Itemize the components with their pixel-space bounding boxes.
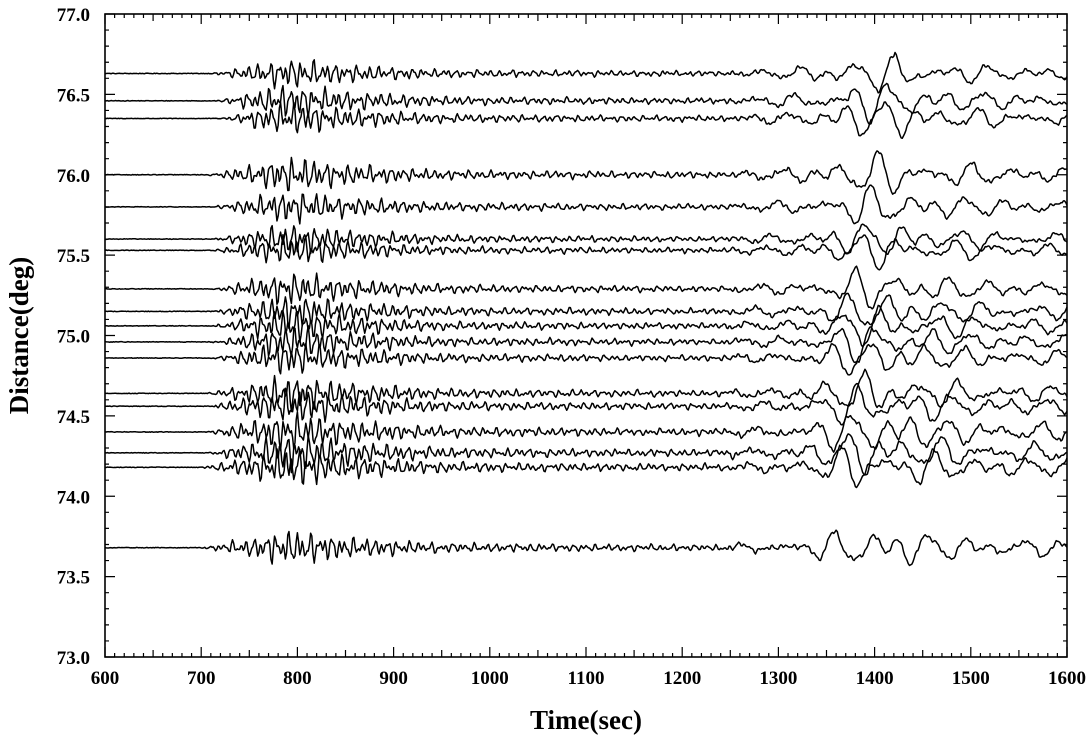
tick-marks xyxy=(104,13,1068,658)
y-tick-label: 75.0 xyxy=(57,327,90,348)
plot-frame xyxy=(104,13,1068,658)
seismogram-trace xyxy=(104,368,1068,413)
y-tick-label: 76.0 xyxy=(57,166,90,187)
trace-group xyxy=(104,51,1068,567)
seismogram-trace xyxy=(104,234,1068,271)
seismogram-trace xyxy=(104,292,1068,330)
seismogram-trace xyxy=(104,304,1068,348)
seismogram-trace xyxy=(104,150,1068,195)
x-tick-label: 1200 xyxy=(663,668,701,689)
y-tick-label: 74.5 xyxy=(57,407,90,428)
x-axis-title: Time(sec) xyxy=(530,705,642,735)
seismogram-trace xyxy=(104,101,1068,140)
y-axis-title: Distance(deg) xyxy=(4,257,34,414)
seismogram-trace xyxy=(104,265,1068,310)
seismogram-trace xyxy=(104,444,1068,489)
axis-ticks xyxy=(104,13,1068,658)
seismogram-trace xyxy=(104,410,1068,453)
x-tick-label: 1300 xyxy=(759,668,797,689)
y-tick-label: 75.5 xyxy=(57,246,90,267)
x-tick-label: 700 xyxy=(187,668,216,689)
y-tick-label: 77.0 xyxy=(57,5,90,26)
seismogram-trace xyxy=(104,324,1068,364)
x-tick-label: 1400 xyxy=(856,668,894,689)
seismogram-trace xyxy=(104,433,1068,476)
seismogram-trace xyxy=(104,382,1068,426)
y-tick-label: 76.5 xyxy=(57,85,90,106)
seismogram-trace xyxy=(104,82,1068,125)
seismogram-trace xyxy=(104,184,1068,225)
x-tick-label: 800 xyxy=(283,668,312,689)
y-tick-label: 73.0 xyxy=(57,648,90,669)
x-tick-label: 900 xyxy=(379,668,408,689)
x-tick-label: 600 xyxy=(91,668,120,689)
y-tick-labels: 73.0 73.5 74.0 74.5 75.0 75.5 76.0 76.5 77.0 xyxy=(57,5,90,669)
seismogram-trace xyxy=(104,342,1068,376)
seismogram-trace xyxy=(104,223,1068,256)
seismogram-trace xyxy=(104,529,1068,567)
x-tick-labels: 600 700 800 900 1000 1100 1200 1300 1400 1500 1600 xyxy=(91,668,1086,689)
x-tick-label: 1000 xyxy=(471,668,509,689)
x-tick-label: 1600 xyxy=(1048,668,1086,689)
x-tick-label: 1100 xyxy=(568,668,605,689)
x-tick-label: 1500 xyxy=(952,668,990,689)
seismogram-trace xyxy=(104,51,1068,94)
y-tick-label: 74.0 xyxy=(57,487,90,508)
y-tick-label: 73.5 xyxy=(57,568,90,589)
